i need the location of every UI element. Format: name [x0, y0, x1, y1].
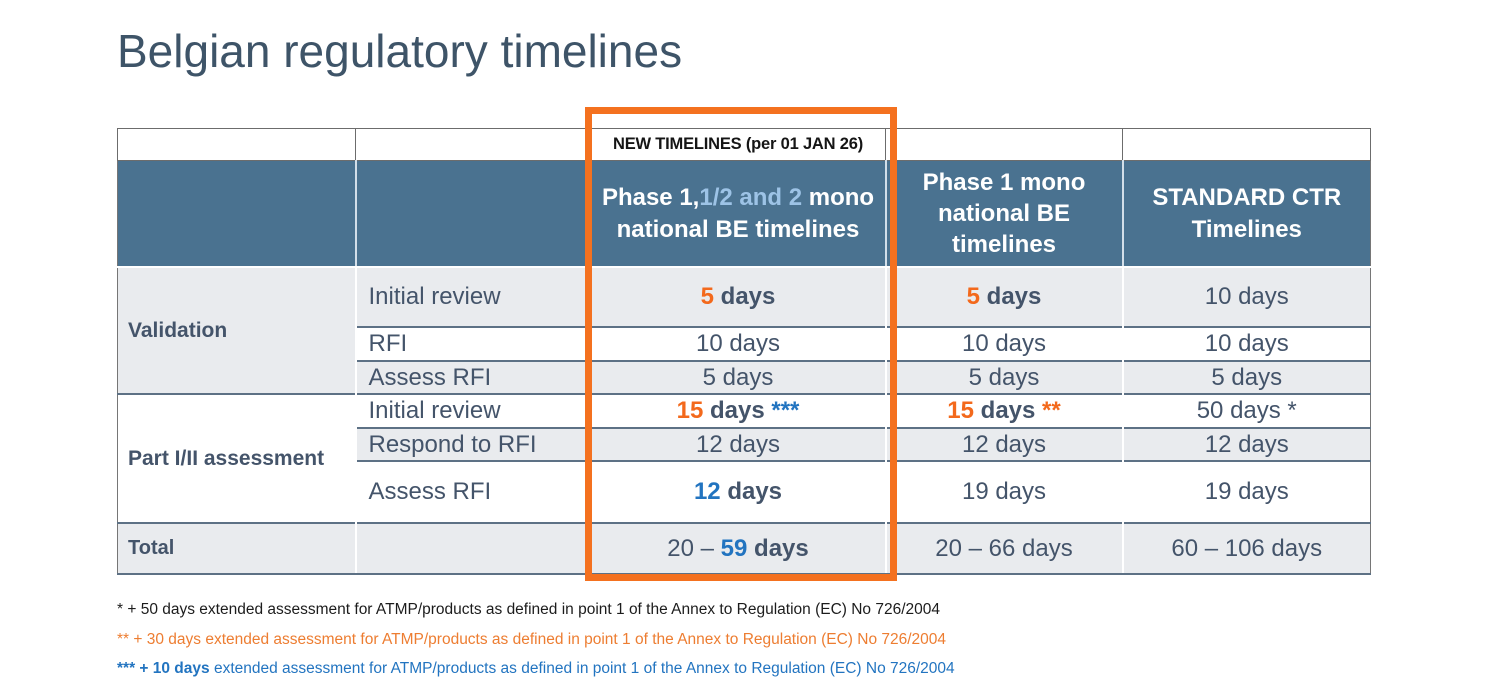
table-row-part12-respond-rfi: Respond to RFI 12 days 12 days 12 days — [118, 427, 1371, 461]
total-label: Total — [117, 522, 356, 575]
total-phase1-be: 20 – 66 days — [884, 522, 1123, 575]
banner-empty-cell — [885, 128, 1123, 161]
table-row-validation-initial-review: Validation Initial review 5 days 5 days … — [117, 266, 1371, 394]
table-row-part12-assess-rfi: Assess RFI 12 days 19 days 19 days — [118, 460, 1371, 523]
column-header-phase-mixed: Phase 1,1/2 and 2 mono national BE timel… — [589, 160, 886, 268]
step-label: Initial review — [354, 393, 591, 428]
table-row-validation-assess-rfi: Assess RFI 5 days 5 days 5 days — [118, 360, 1371, 394]
footnote-double-star: ** + 30 days extended assessment for ATM… — [117, 630, 947, 648]
banner-empty-cell — [1122, 128, 1371, 161]
value-phase1-be: 5 days — [884, 360, 1123, 394]
value-standard-ctr: 10 days — [1121, 266, 1371, 327]
total-new-be: 20 – 59 days — [589, 522, 886, 575]
row-group-part12-assessment: Part I/II assessment — [117, 393, 356, 523]
column-header-phase1-mono: Phase 1 mono national BE timelines — [884, 160, 1123, 268]
row-group-validation: Validation — [117, 266, 356, 394]
value-new-be: 10 days — [589, 326, 886, 361]
value-phase1-be: 5 days — [884, 266, 1123, 327]
step-label: Initial review — [354, 266, 591, 327]
step-label: Assess RFI — [354, 460, 591, 523]
table-row-part12-initial-review: Part I/II assessment Initial review 15 d… — [117, 393, 1371, 523]
banner-row: NEW TIMELINES (per 01 JAN 26) — [117, 128, 1371, 161]
value-phase1-be: 19 days — [884, 460, 1123, 523]
header-row: Phase 1,1/2 and 2 mono national BE timel… — [117, 160, 1371, 268]
value-standard-ctr: 10 days — [1121, 326, 1371, 361]
value-new-be: 12 days — [589, 460, 886, 523]
page-title: Belgian regulatory timelines — [117, 25, 683, 77]
step-label: Respond to RFI — [354, 427, 591, 461]
table-row-total: Total 20 – 59 days 20 – 66 days 60 – 106… — [117, 522, 1371, 575]
value-new-be: 12 days — [589, 427, 886, 461]
value-phase1-be: 15 days ** — [884, 393, 1123, 428]
total-empty-cell — [354, 522, 591, 575]
new-timelines-banner: NEW TIMELINES (per 01 JAN 26) — [590, 128, 886, 161]
value-new-be: 5 days — [589, 360, 886, 394]
total-standard-ctr: 60 – 106 days — [1121, 522, 1371, 575]
footnote-triple-star: *** + 10 days extended assessment for AT… — [117, 660, 955, 677]
regulatory-timelines-table: NEW TIMELINES (per 01 JAN 26) Phase 1,1/… — [117, 128, 1371, 575]
value-phase1-be: 12 days — [884, 427, 1123, 461]
value-new-be: 15 days *** — [589, 393, 886, 428]
value-new-be: 5 days — [589, 266, 886, 327]
header-empty-cell — [117, 160, 356, 268]
step-label: Assess RFI — [354, 360, 591, 394]
footnotes: * + 50 days extended assessment for ATMP… — [117, 601, 955, 677]
banner-empty-cell — [355, 128, 591, 161]
value-standard-ctr: 5 days — [1121, 360, 1371, 394]
value-standard-ctr: 50 days * — [1121, 393, 1371, 428]
value-phase1-be: 10 days — [884, 326, 1123, 361]
step-label: RFI — [354, 326, 591, 361]
footnote-star: * + 50 days extended assessment for ATMP… — [117, 601, 941, 618]
value-standard-ctr: 12 days — [1121, 427, 1371, 461]
column-header-standard-ctr: STANDARD CTR Timelines — [1121, 160, 1371, 268]
value-standard-ctr: 19 days — [1121, 460, 1371, 523]
table-row-validation-rfi: RFI 10 days 10 days 10 days — [118, 326, 1371, 361]
header-empty-cell — [354, 160, 591, 268]
banner-empty-cell — [117, 128, 356, 161]
